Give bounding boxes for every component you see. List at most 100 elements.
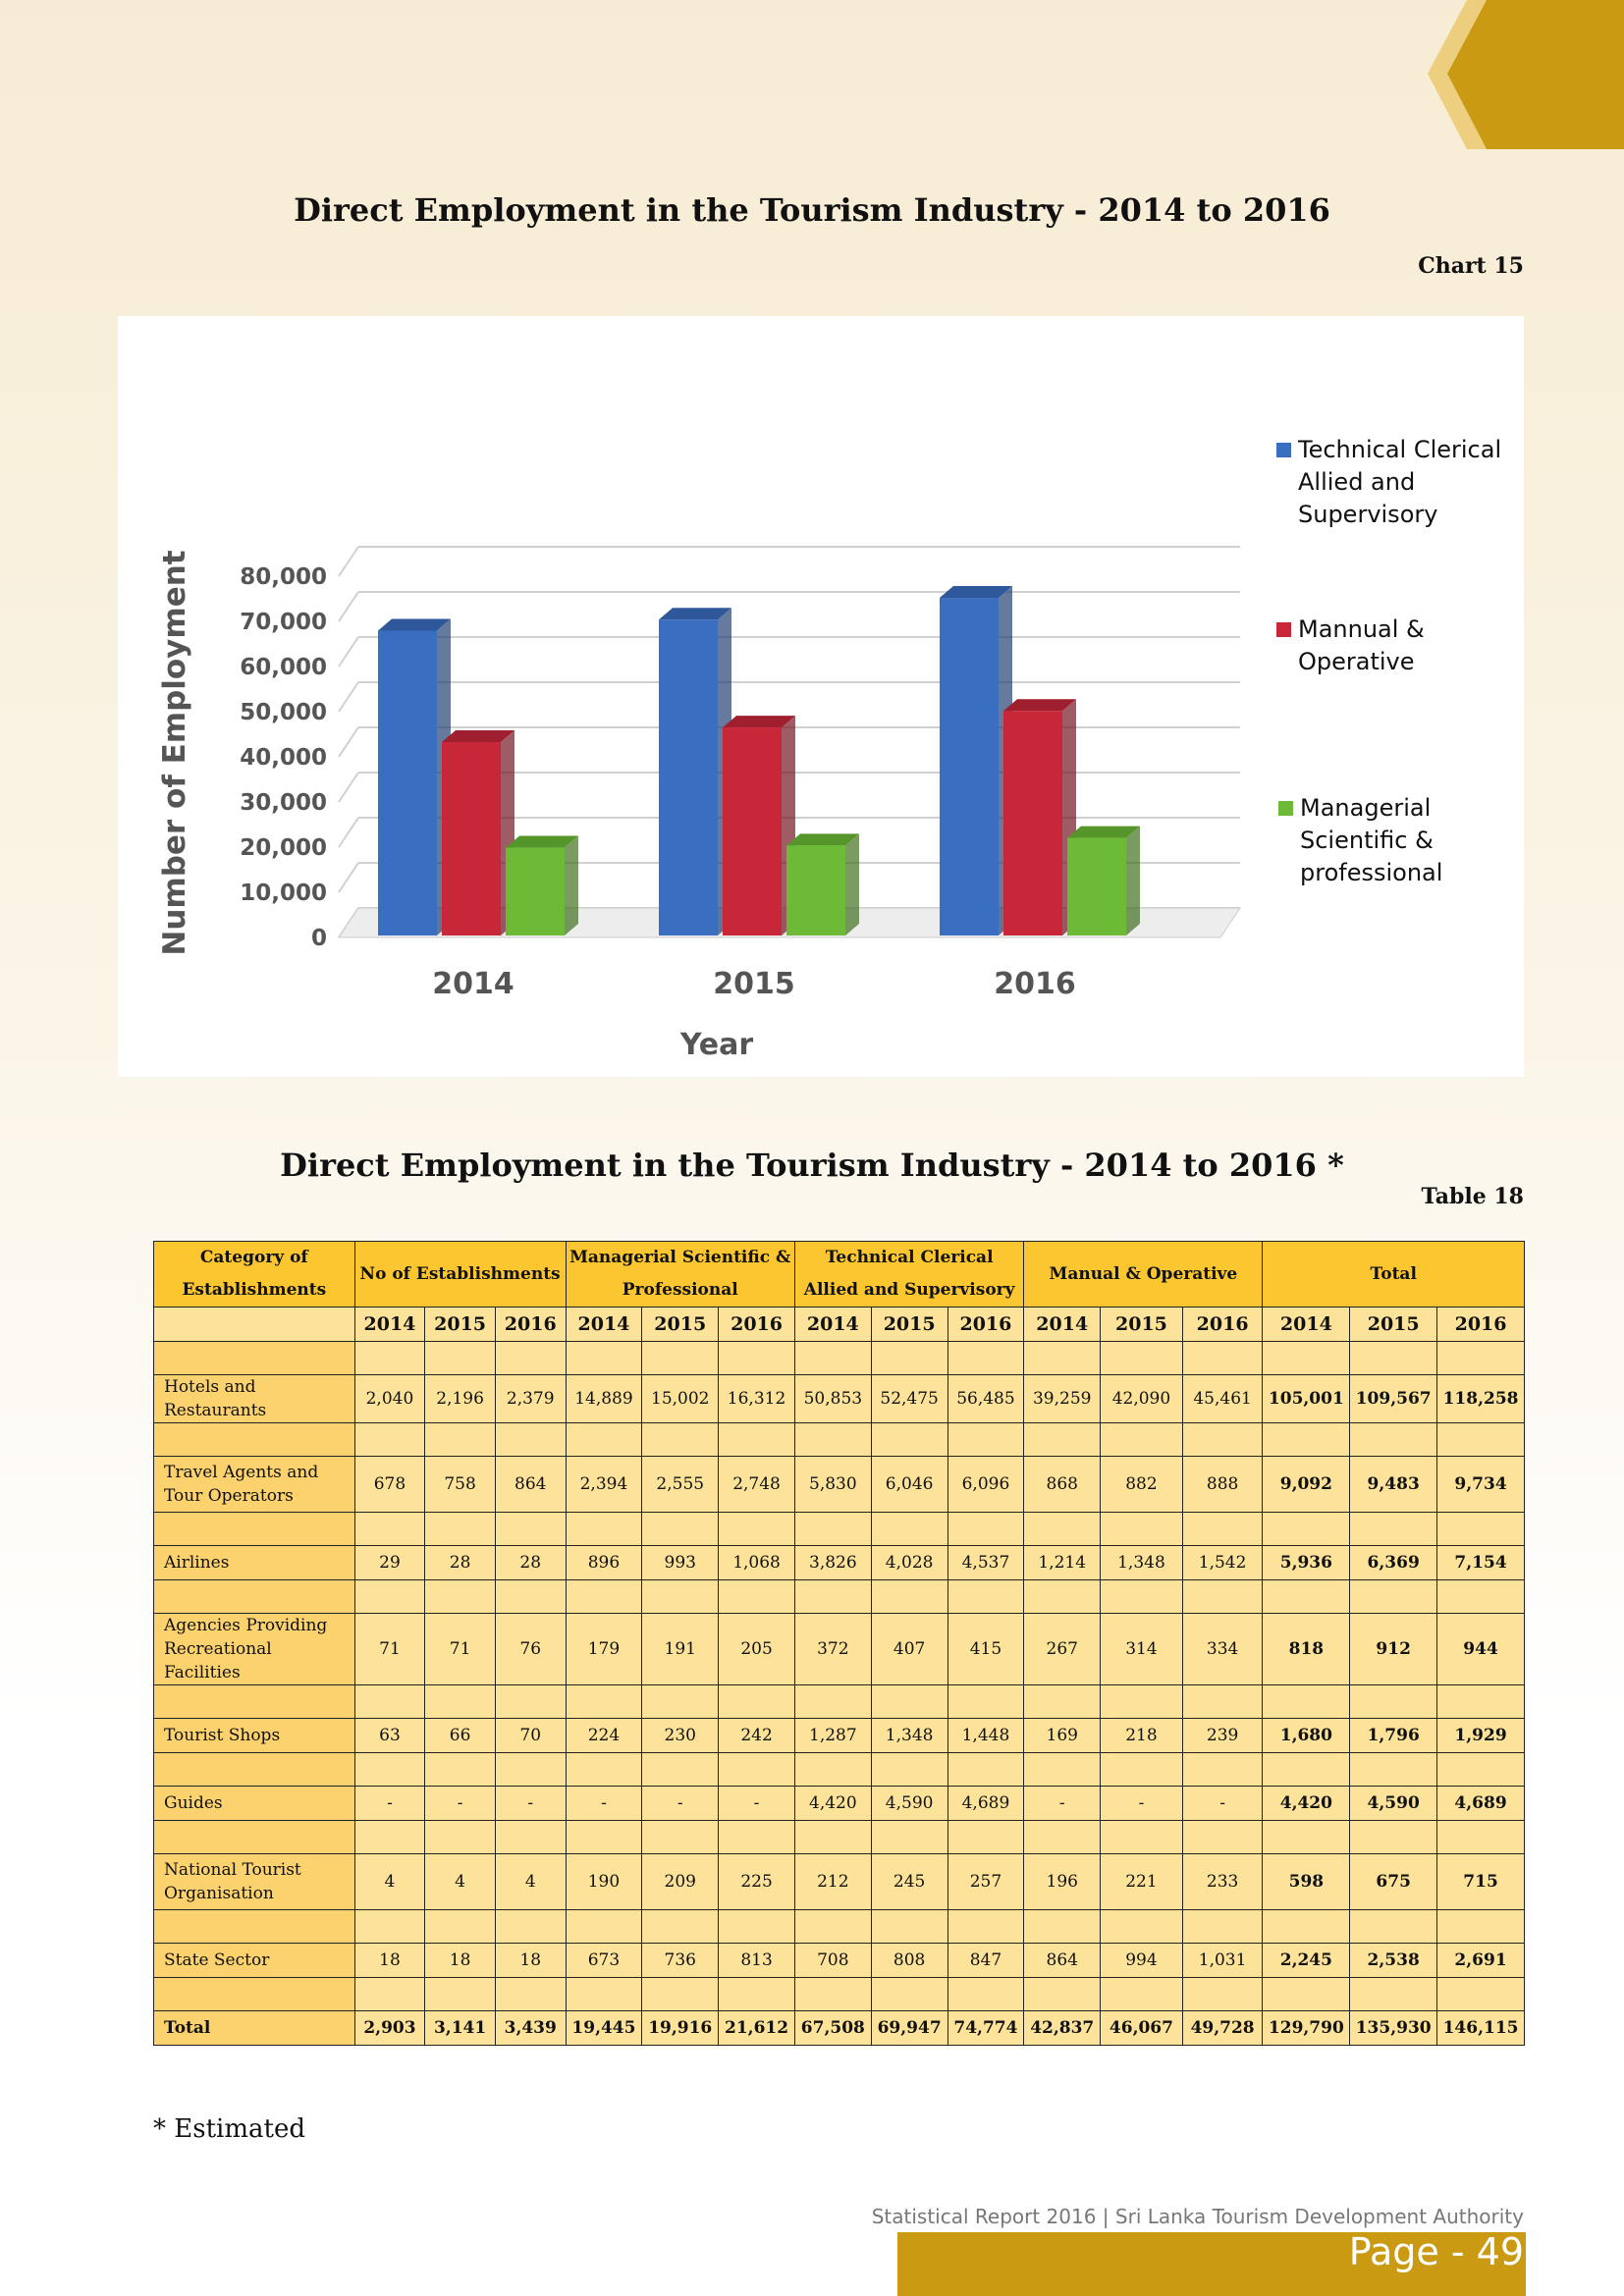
header-managerial: Managerial Scientific & Professional (565, 1241, 795, 1308)
category-cell: Tourist Shops (153, 1718, 355, 1753)
y-axis-label: Number of Employment (157, 550, 192, 955)
value-cell: 3,826 (793, 1545, 872, 1580)
estimated-note: * Estimated (153, 2114, 305, 2144)
value-cell: 6,369 (1349, 1545, 1438, 1580)
value-cell: 372 (793, 1613, 872, 1685)
value-cell: 212 (793, 1853, 872, 1910)
table-row: Travel Agents and Tour Operators 678 758 86… (153, 1456, 1525, 1513)
value-cell: 14,889 (565, 1374, 643, 1423)
value-cell: 224 (565, 1718, 643, 1753)
category-cell: Total (153, 2010, 355, 2046)
bar (786, 845, 845, 935)
year-header-cell: 2014 (1262, 1307, 1351, 1342)
gridline-diagonal (338, 862, 359, 893)
value-cell: 18 (353, 1943, 426, 1978)
value-cell: 407 (870, 1613, 948, 1685)
legend-label: Mannual & Operative (1298, 615, 1425, 675)
value-cell: 242 (718, 1718, 795, 1753)
value-cell: 28 (424, 1545, 496, 1580)
category-cell: Hotels and Restaurants (153, 1374, 355, 1423)
value-cell: 2,394 (565, 1456, 643, 1513)
bar-top (378, 618, 451, 631)
bar (723, 727, 782, 935)
legend-swatch (1278, 801, 1293, 816)
table-row: Agencies Providing Recreational Faciliti… (153, 1613, 1525, 1685)
value-cell: 191 (641, 1613, 720, 1685)
value-cell: 813 (718, 1943, 795, 1978)
x-axis-label: Year (679, 1028, 754, 1062)
value-cell: 56,485 (947, 1374, 1025, 1423)
y-tick-label: 10,000 (240, 881, 327, 906)
y-tick-label: 50,000 (240, 700, 327, 725)
value-cell: 9,483 (1349, 1456, 1438, 1513)
value-cell: 1,448 (947, 1718, 1025, 1753)
legend-label: Managerial Scientific & professional (1300, 794, 1443, 886)
value-cell: 4,590 (870, 1786, 948, 1821)
spacer-row (153, 1977, 1525, 2011)
page-number: Page - 49 (1348, 2230, 1524, 2273)
chart-number-label: Chart 15 (1418, 253, 1524, 279)
bar-top (506, 835, 578, 848)
value-cell: 42,090 (1100, 1374, 1183, 1423)
header-manual: Manual & Operative (1023, 1241, 1264, 1308)
value-cell: - (1181, 1786, 1264, 1821)
bar-top (940, 586, 1012, 599)
value-cell: - (1023, 1786, 1102, 1821)
legend-swatch (1276, 443, 1291, 457)
category-cell: National Tourist Organisation (153, 1853, 355, 1910)
spacer-row (153, 1341, 1525, 1375)
value-cell: 1,348 (870, 1718, 948, 1753)
value-cell: 21,612 (718, 2010, 795, 2046)
bar (442, 741, 501, 935)
bar-side (565, 835, 578, 935)
value-cell: 129,790 (1262, 2010, 1351, 2046)
value-cell: 190 (565, 1853, 643, 1910)
spacer-row (153, 1909, 1525, 1944)
value-cell: 1,542 (1181, 1545, 1264, 1580)
value-cell: 736 (641, 1943, 720, 1978)
chart-title: Direct Employment in the Tourism Industr… (294, 191, 1330, 229)
bar-top (723, 716, 795, 728)
value-cell: 808 (870, 1943, 948, 1978)
value-cell: 257 (947, 1853, 1025, 1910)
value-cell: 2,903 (353, 2010, 426, 2046)
category-cell: State Sector (153, 1943, 355, 1978)
category-cell: Airlines (153, 1545, 355, 1580)
y-tick-label: 80,000 (240, 564, 327, 590)
value-cell: 4,590 (1349, 1786, 1438, 1821)
value-cell: 15,002 (641, 1374, 720, 1423)
value-cell: 864 (1023, 1943, 1102, 1978)
table-row: Hotels and Restaurants 2,040 2,196 2,379 14,… (153, 1374, 1525, 1423)
value-cell: 69,947 (870, 2010, 948, 2046)
value-cell: 230 (641, 1718, 720, 1753)
value-cell: 49,728 (1181, 2010, 1264, 2046)
value-cell: - (1100, 1786, 1183, 1821)
value-cell: 678 (353, 1456, 426, 1513)
category-cell: Guides (153, 1786, 355, 1821)
x-tick-label: 2014 (432, 967, 514, 1001)
table-year-header: 2014 2015 2016 2014 2015 2016 2014 2015 2016 2014… (153, 1307, 1525, 1342)
value-cell: 708 (793, 1943, 872, 1978)
y-tick-label: 20,000 (240, 835, 327, 861)
y-tick-label: 30,000 (240, 790, 327, 816)
value-cell: 63 (353, 1718, 426, 1753)
value-cell: 4 (424, 1853, 496, 1910)
value-cell: 4,537 (947, 1545, 1025, 1580)
value-cell: 76 (494, 1613, 567, 1685)
value-cell: 118,258 (1436, 1374, 1525, 1423)
year-header-cell: 2016 (494, 1307, 567, 1342)
value-cell: 5,830 (793, 1456, 872, 1513)
value-cell: 598 (1262, 1853, 1351, 1910)
y-tick-label: 40,000 (240, 745, 327, 771)
value-cell: 4,028 (870, 1545, 948, 1580)
value-cell: 70 (494, 1718, 567, 1753)
value-cell: 675 (1349, 1853, 1438, 1910)
bar-chart: 0 10,000 20,000 30,000 40,000 50,000 60,000 70,… (157, 546, 1241, 1062)
value-cell: 9,734 (1436, 1456, 1525, 1513)
table-row: State Sector 18 18 18 673 736 813 708 808 847 864 9… (153, 1943, 1525, 1978)
chart-panel: 0 10,000 20,000 30,000 40,000 50,000 60,000 70,… (118, 316, 1524, 1077)
value-cell: 2,379 (494, 1374, 567, 1423)
value-cell: 67,508 (793, 2010, 872, 2046)
value-cell: 2,748 (718, 1456, 795, 1513)
value-cell: 209 (641, 1853, 720, 1910)
